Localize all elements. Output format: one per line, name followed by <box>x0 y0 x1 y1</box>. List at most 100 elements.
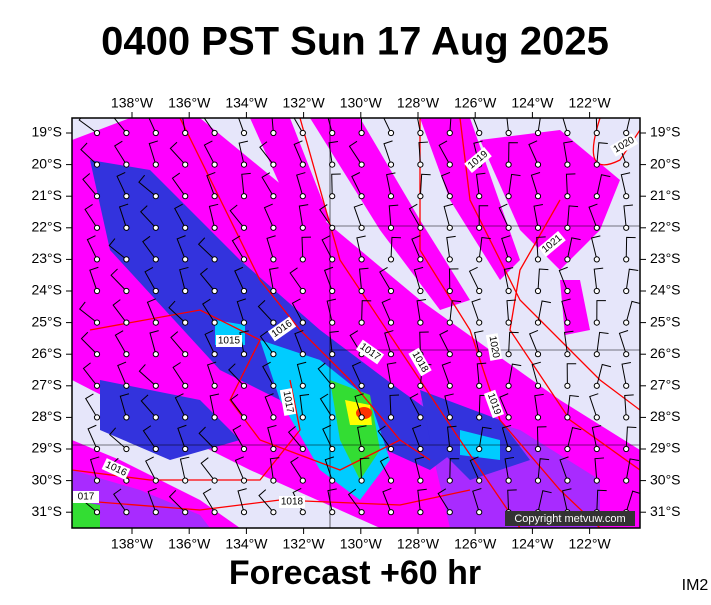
station <box>505 161 512 168</box>
barb <box>89 266 99 289</box>
barb <box>384 330 394 352</box>
barb <box>624 394 634 415</box>
station <box>240 287 248 295</box>
station <box>240 351 248 358</box>
station <box>270 161 277 168</box>
station <box>123 224 130 231</box>
station <box>182 161 189 168</box>
isobar-label-box <box>483 389 505 419</box>
latitude-label: 28°S <box>31 408 62 424</box>
barb <box>507 489 517 510</box>
station <box>417 477 424 484</box>
barb <box>408 203 420 226</box>
station <box>593 256 600 263</box>
station <box>505 319 512 326</box>
barb <box>269 267 279 289</box>
station <box>329 351 336 358</box>
station <box>240 414 248 421</box>
station <box>623 129 630 137</box>
barb <box>508 142 518 163</box>
barb <box>472 488 482 510</box>
station <box>564 256 571 263</box>
longitude-label: 134°W <box>225 536 268 552</box>
barb <box>563 140 573 163</box>
station <box>211 445 218 453</box>
barb <box>591 425 602 447</box>
latitude-label: 24°S <box>31 282 62 298</box>
station <box>270 224 277 231</box>
station <box>123 445 130 453</box>
barb <box>411 235 421 258</box>
latitude-label: 29°S <box>31 440 62 456</box>
barb <box>149 330 159 352</box>
isobar-label-box <box>216 335 242 347</box>
station <box>211 161 218 168</box>
station <box>387 445 395 453</box>
station <box>476 414 483 421</box>
barb <box>236 298 247 321</box>
barb <box>594 457 605 479</box>
station <box>534 445 542 453</box>
station <box>417 319 424 326</box>
barb <box>179 456 190 479</box>
latitude-label: 20°S <box>650 155 681 171</box>
station <box>623 256 630 263</box>
station <box>358 161 365 168</box>
station <box>93 477 101 484</box>
longitude-label: 124°W <box>511 536 554 552</box>
station <box>211 477 218 484</box>
barb <box>383 118 391 131</box>
barb <box>271 118 274 131</box>
station <box>152 351 159 358</box>
barb <box>381 298 391 321</box>
barb <box>174 203 185 226</box>
station <box>476 193 483 200</box>
station <box>358 509 365 516</box>
barb <box>478 205 489 226</box>
barb <box>625 236 636 257</box>
barb <box>349 330 361 353</box>
barb <box>562 118 568 131</box>
barb <box>537 300 551 321</box>
barb <box>595 118 598 131</box>
barb <box>202 488 214 511</box>
barb <box>323 266 334 289</box>
barb <box>558 266 568 289</box>
barb <box>203 118 214 132</box>
barb <box>386 362 397 384</box>
barb <box>206 361 217 384</box>
barb <box>561 298 571 321</box>
station <box>329 287 336 295</box>
longitude-label: 132°W <box>283 95 326 111</box>
station <box>534 224 542 231</box>
barb <box>232 424 244 447</box>
station <box>505 445 512 453</box>
barb <box>239 330 249 352</box>
barb <box>197 237 214 258</box>
barb <box>537 268 549 289</box>
barb <box>202 298 214 321</box>
barb <box>179 266 189 289</box>
station <box>329 509 336 516</box>
station <box>505 287 512 295</box>
longitude-label: 122°W <box>569 536 612 552</box>
barb <box>351 361 361 384</box>
isobar-label-group: 017 <box>73 491 99 503</box>
station <box>417 382 424 389</box>
isobar-label-group: 1015 <box>216 335 242 347</box>
barb <box>168 489 184 511</box>
station <box>593 351 600 358</box>
station <box>505 382 512 389</box>
isobar-label: 1018 <box>281 497 304 508</box>
barb <box>146 298 156 321</box>
barb <box>264 393 274 416</box>
isobar-label-box <box>609 133 639 157</box>
latitude-label: 23°S <box>31 250 62 266</box>
barb <box>322 424 332 447</box>
barb <box>291 298 303 321</box>
longitude-label: 128°W <box>397 536 440 552</box>
barb <box>328 141 339 163</box>
barb <box>559 456 569 479</box>
barb <box>479 426 492 447</box>
